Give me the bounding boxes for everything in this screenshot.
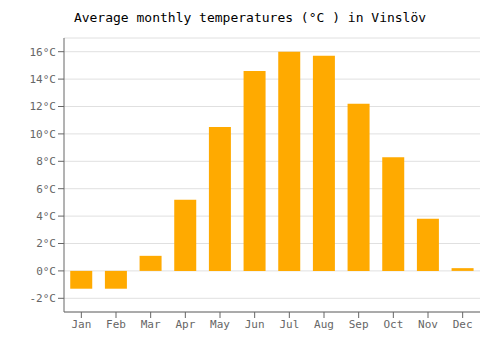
svg-text:Oct: Oct	[383, 318, 403, 331]
svg-text:-2°C: -2°C	[30, 292, 57, 305]
svg-text:Apr: Apr	[175, 318, 195, 331]
svg-text:8°C: 8°C	[36, 155, 56, 168]
svg-text:6°C: 6°C	[36, 183, 56, 196]
svg-text:14°C: 14°C	[30, 73, 57, 86]
svg-text:Jul: Jul	[279, 318, 299, 331]
svg-text:Jan: Jan	[71, 318, 91, 331]
svg-text:Mar: Mar	[141, 318, 161, 331]
svg-text:May: May	[210, 318, 230, 331]
svg-text:10°C: 10°C	[30, 128, 57, 141]
svg-text:Feb: Feb	[106, 318, 126, 331]
svg-text:Aug: Aug	[314, 318, 334, 331]
svg-text:2°C: 2°C	[36, 237, 56, 250]
svg-text:Nov: Nov	[418, 318, 438, 331]
svg-text:Dec: Dec	[453, 318, 473, 331]
svg-text:16°C: 16°C	[30, 46, 57, 59]
html-text:Average monthly temperatures (: Average monthly temperatures (°C ) in Vi…	[73, 10, 427, 25]
svg-text:12°C: 12°C	[30, 100, 57, 113]
svg-text:4°C: 4°C	[36, 210, 56, 223]
svg-text:Jun: Jun	[245, 318, 265, 331]
svg-text:0°C: 0°C	[36, 265, 56, 278]
svg-text:Sep: Sep	[349, 318, 369, 331]
